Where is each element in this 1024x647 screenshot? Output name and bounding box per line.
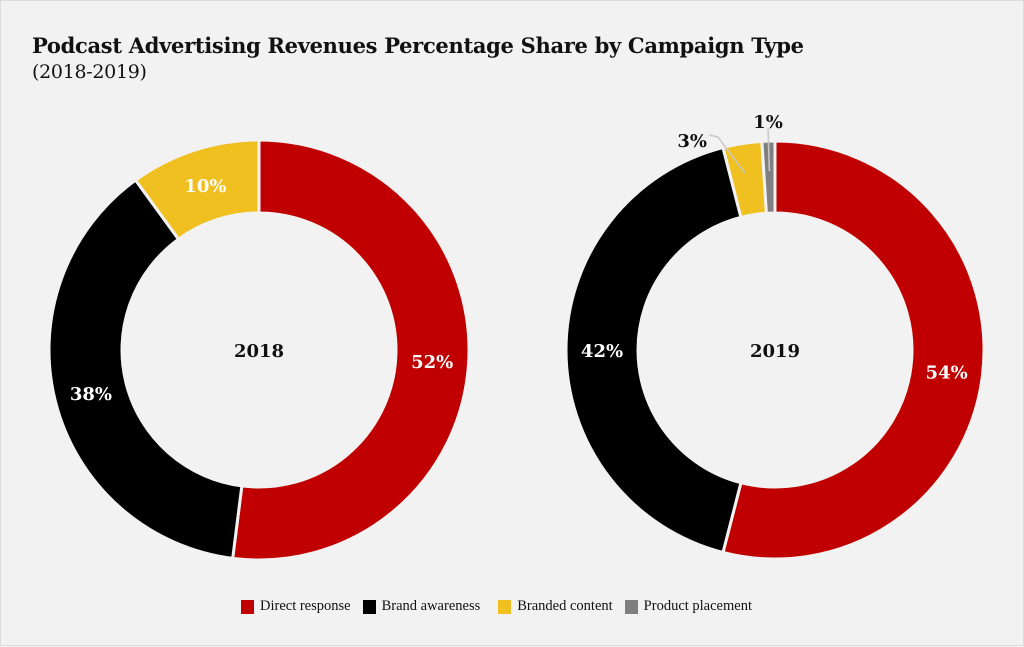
legend-item-brand-awareness: Brand awareness bbox=[362, 598, 481, 615]
data-label-direct-response-2018: 52% bbox=[411, 352, 453, 373]
donut-2019: 54% 42% 3% 1% 2019 bbox=[564, 112, 986, 561]
slice-brand-awareness-2018 bbox=[47, 178, 244, 561]
center-label-2019: 2019 bbox=[750, 341, 800, 362]
slice-direct-response-2019 bbox=[721, 139, 986, 561]
data-label-branded-content-2019: 3% bbox=[677, 131, 707, 152]
data-label-brand-awareness-2019: 42% bbox=[581, 341, 623, 362]
slice-direct-response-2018 bbox=[231, 138, 471, 562]
data-label-product-placement-2019: 1% bbox=[753, 112, 783, 133]
leader-line-branded-content-2019 bbox=[708, 134, 746, 174]
center-label-2018: 2018 bbox=[234, 341, 284, 362]
legend-label: Direct response bbox=[260, 598, 351, 614]
chart-title: Podcast Advertising Revenues Percentage … bbox=[32, 33, 804, 58]
data-label-branded-content-2018: 10% bbox=[184, 176, 226, 197]
legend: Direct response Brand awareness Branded … bbox=[241, 598, 764, 615]
chart-subtitle: (2018-2019) bbox=[32, 61, 147, 83]
legend-swatch bbox=[362, 599, 376, 614]
legend-label: Brand awareness bbox=[381, 598, 481, 614]
legend-swatch bbox=[241, 599, 254, 614]
legend-item-branded-content: Branded content bbox=[498, 598, 613, 615]
slice-product-placement-2019 bbox=[760, 139, 777, 215]
data-label-direct-response-2019: 54% bbox=[926, 363, 968, 384]
legend-item-direct-response: Direct response bbox=[241, 598, 351, 615]
donut-2018: 52% 38% 10% 2018 bbox=[47, 138, 471, 562]
data-label-brand-awareness-2018: 38% bbox=[70, 384, 112, 405]
legend-label: Product placement bbox=[643, 598, 752, 614]
slice-branded-content-2018 bbox=[133, 138, 261, 242]
legend-item-product-placement: Product placement bbox=[624, 598, 752, 615]
legend-swatch bbox=[498, 599, 512, 614]
legend-swatch bbox=[624, 599, 638, 614]
slice-brand-awareness-2019 bbox=[564, 145, 743, 555]
leader-line-product-placement-2019 bbox=[767, 127, 771, 172]
legend-label: Branded content bbox=[517, 598, 613, 614]
